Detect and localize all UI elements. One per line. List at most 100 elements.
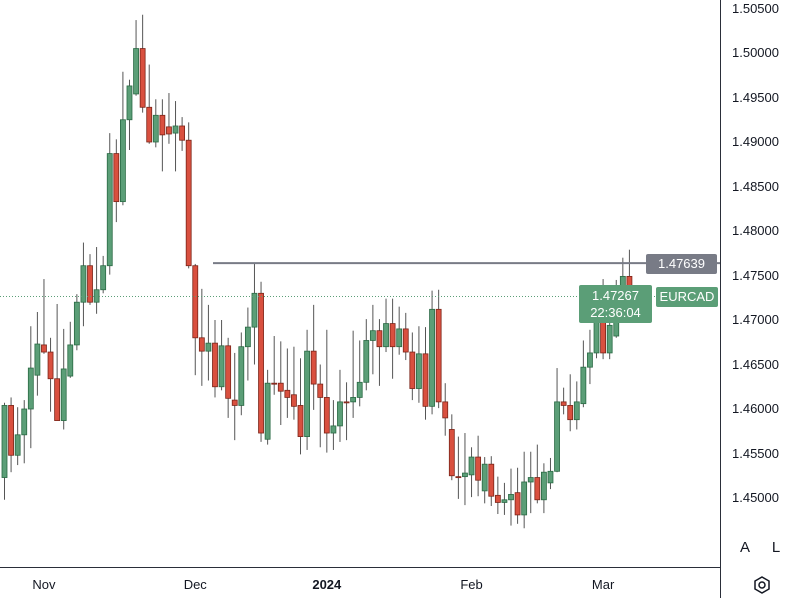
candle[interactable] — [606, 318, 613, 360]
candle[interactable] — [514, 467, 521, 524]
candle[interactable] — [133, 20, 139, 96]
candle[interactable] — [330, 400, 337, 450]
time-tick-label: Nov — [32, 577, 56, 592]
candle[interactable] — [422, 327, 429, 420]
candle[interactable] — [547, 457, 554, 490]
candle[interactable] — [448, 414, 455, 481]
candle[interactable] — [1, 402, 8, 500]
candle[interactable] — [356, 340, 363, 407]
candle[interactable] — [166, 93, 172, 144]
candle[interactable] — [304, 329, 310, 450]
candle[interactable] — [376, 319, 383, 386]
candle[interactable] — [284, 348, 291, 418]
candle[interactable] — [462, 433, 468, 506]
candle[interactable] — [87, 254, 93, 305]
candle[interactable] — [54, 303, 61, 421]
bar-countdown: 22:36:04 — [590, 305, 641, 320]
candle[interactable] — [573, 381, 580, 430]
candle[interactable] — [481, 457, 488, 504]
candle[interactable] — [494, 476, 501, 515]
candle[interactable] — [21, 400, 28, 464]
candle[interactable] — [416, 326, 422, 403]
candle[interactable] — [212, 320, 218, 398]
candle[interactable] — [113, 139, 120, 223]
candle[interactable] — [179, 117, 186, 151]
candle[interactable] — [172, 101, 179, 172]
candle[interactable] — [27, 326, 34, 449]
gear-icon[interactable] — [752, 575, 772, 595]
candle[interactable] — [225, 337, 232, 418]
candle[interactable] — [139, 14, 146, 113]
candle[interactable] — [80, 242, 87, 327]
candle[interactable] — [100, 255, 107, 294]
candle[interactable] — [291, 346, 297, 420]
candle[interactable] — [508, 468, 514, 526]
candle[interactable] — [540, 463, 547, 514]
candle[interactable] — [14, 407, 21, 466]
candle[interactable] — [442, 383, 449, 436]
candle[interactable] — [297, 358, 304, 455]
candle[interactable] — [343, 382, 350, 441]
candle[interactable] — [258, 281, 264, 442]
candle[interactable] — [554, 368, 560, 473]
candle[interactable] — [73, 294, 80, 351]
candle[interactable] — [527, 451, 534, 514]
candle[interactable] — [146, 64, 153, 144]
candle-body-down — [475, 456, 482, 481]
candle-body-down — [225, 345, 232, 399]
candle[interactable] — [310, 304, 317, 410]
candle[interactable] — [396, 306, 403, 355]
candle[interactable] — [271, 336, 278, 395]
candle[interactable] — [251, 263, 258, 365]
candle[interactable] — [488, 456, 495, 507]
candle[interactable] — [126, 79, 133, 151]
price-tick-label: 1.45000 — [732, 490, 779, 505]
candle[interactable] — [185, 122, 192, 269]
candle[interactable] — [231, 352, 238, 441]
candle[interactable] — [350, 330, 357, 418]
candle-body-down — [277, 382, 284, 392]
candle[interactable] — [455, 436, 462, 499]
candle[interactable] — [560, 387, 567, 415]
candle[interactable] — [567, 374, 574, 432]
candle[interactable] — [587, 329, 593, 385]
candle[interactable] — [60, 328, 67, 430]
candle[interactable] — [317, 364, 324, 448]
candle[interactable] — [501, 482, 508, 515]
candle[interactable] — [429, 290, 435, 415]
candle[interactable] — [192, 263, 199, 376]
candle[interactable] — [159, 99, 166, 172]
candle[interactable] — [238, 332, 245, 416]
candle[interactable] — [369, 304, 376, 375]
candle[interactable] — [152, 99, 159, 148]
candle[interactable] — [8, 397, 14, 473]
candle[interactable] — [67, 321, 74, 378]
candle[interactable] — [218, 320, 225, 391]
candle[interactable] — [106, 133, 113, 275]
candle[interactable] — [323, 329, 330, 453]
candle[interactable] — [580, 340, 587, 408]
candle[interactable] — [389, 298, 396, 379]
candle[interactable] — [534, 444, 541, 504]
candle[interactable] — [337, 369, 343, 442]
candle[interactable] — [205, 304, 212, 381]
candle[interactable] — [363, 319, 370, 391]
candle[interactable] — [244, 307, 251, 381]
candle[interactable] — [402, 312, 409, 361]
candle[interactable] — [47, 337, 54, 412]
candle[interactable] — [277, 341, 284, 426]
candle[interactable] — [264, 369, 271, 445]
candle[interactable] — [198, 288, 205, 386]
candle[interactable] — [468, 447, 475, 498]
candle[interactable] — [435, 289, 442, 409]
candle[interactable] — [34, 311, 41, 396]
candle[interactable] — [521, 451, 528, 529]
candle[interactable] — [93, 247, 100, 314]
candle[interactable] — [409, 332, 416, 401]
candle[interactable] — [475, 435, 482, 497]
candle[interactable] — [120, 71, 126, 206]
auto-scale-button[interactable]: A — [733, 536, 757, 560]
candle[interactable] — [41, 279, 47, 354]
log-scale-button[interactable]: L — [764, 536, 788, 560]
candle[interactable] — [383, 298, 389, 353]
